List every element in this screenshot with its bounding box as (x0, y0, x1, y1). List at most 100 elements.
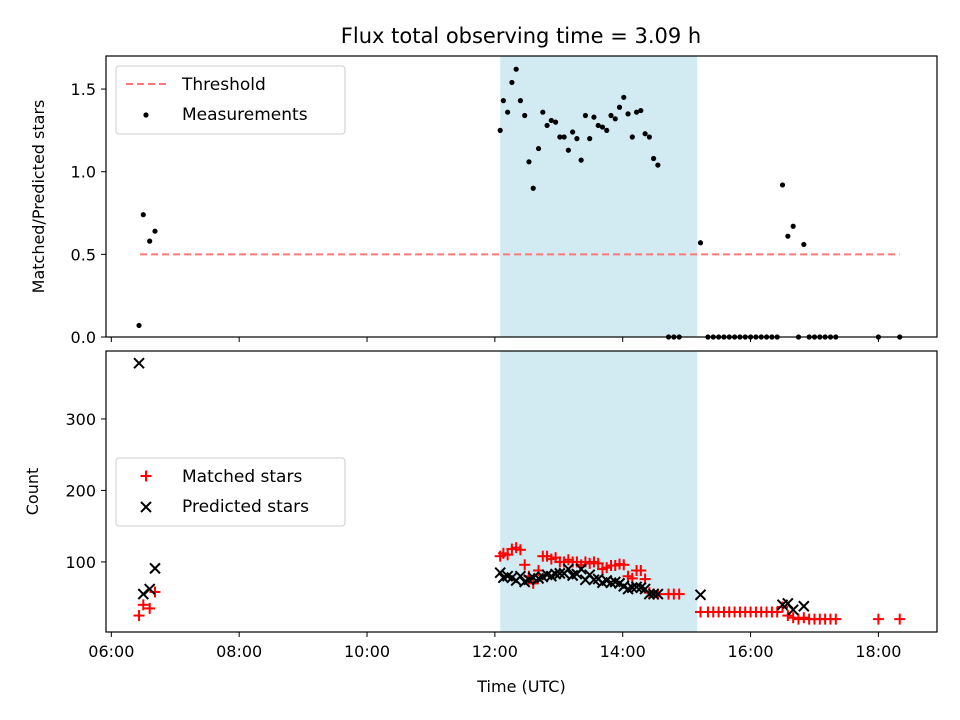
predicted-star-mark (782, 597, 794, 610)
predicted-star-mark (798, 600, 810, 612)
matched-star-point (782, 610, 794, 622)
top-ticks: 0.0 0.5 1.0 1.5 (71, 80, 879, 347)
measurement-point (152, 228, 158, 234)
predicted-star-mark (541, 569, 553, 581)
chart-title: Flux total observing time = 3.09 h (341, 24, 701, 48)
top-y-axis-label: Matched/Predicted stars (29, 100, 48, 294)
predicted-star-mark (787, 604, 799, 616)
predicted-star-point (630, 581, 643, 593)
legend-predicted-label: Predicted stars (182, 497, 309, 517)
bottom-legend: Matched stars Predicted stars (115, 457, 346, 527)
predicted-star-point (647, 588, 660, 600)
bottom-axes-frame (105, 350, 938, 633)
matched-star-point (592, 557, 604, 569)
predicted-star-point (562, 563, 575, 575)
matched-star-point (771, 606, 783, 618)
predicted-star-mark (609, 576, 621, 588)
x-tick-label: 14:00 (600, 642, 646, 661)
predicted-star-point (588, 574, 600, 586)
measurement-point (574, 136, 580, 142)
measurement-point (522, 112, 528, 119)
matched-star-point (502, 549, 514, 561)
matched-star-point (798, 612, 810, 624)
matched-star-point (673, 588, 685, 600)
measurement-point (578, 157, 584, 163)
predicted-star-mark (527, 571, 539, 584)
predicted-star-mark (562, 563, 575, 575)
bottom-y-axis-label: Count (23, 468, 42, 516)
matched-star-point (872, 613, 884, 625)
top-legend: Threshold Measurements (115, 65, 346, 135)
measurement-point (625, 111, 631, 117)
predicted-star-mark (643, 588, 656, 600)
measurement-point (517, 98, 524, 104)
predicted-star-point (554, 567, 566, 580)
measurement-point (513, 66, 519, 72)
predicted-star-mark (630, 581, 643, 593)
measurement-point (561, 134, 567, 140)
bottom-y-tick-label: 300 (65, 410, 96, 429)
measurement-point (629, 134, 635, 140)
predicted-star-point (575, 563, 587, 575)
measurement-point (535, 145, 542, 152)
predicted-star-point (143, 583, 156, 595)
legend-measurements-label: Measurements (182, 105, 308, 125)
matched-star-point (144, 602, 156, 614)
bottom-panel: 100 200 300 06:00 08:00 10:00 12:00 14:00 16:00 1… (23, 350, 938, 696)
matched-star-point (894, 613, 906, 625)
predicted-star-mark (494, 566, 506, 579)
x-tick-label: 10:00 (344, 642, 390, 661)
measurement-point (616, 104, 623, 110)
measurement-point (136, 322, 142, 329)
predicted-star-point (514, 570, 527, 582)
measurement-point (587, 136, 593, 142)
x-tick-label: 16:00 (728, 642, 774, 661)
predicted-star-mark (133, 357, 145, 369)
x-tick-label: 08:00 (216, 642, 262, 661)
measurement-point (147, 238, 153, 244)
measurement-point (801, 241, 807, 248)
measurement-point (530, 185, 536, 191)
measurement-point (526, 159, 532, 165)
measurement-point (582, 112, 589, 119)
measurement-point (642, 131, 648, 137)
legend-matched-swatch (140, 470, 152, 482)
measurement-point (599, 124, 606, 130)
legend-measurements-swatch (143, 112, 149, 118)
x-axis-label: Time (UTC) (476, 677, 565, 696)
top-observing-window-shade (500, 56, 698, 337)
predicted-star-mark (588, 574, 600, 586)
predicted-star-point (798, 600, 810, 612)
measurement-point (570, 129, 576, 135)
legend-threshold-label: Threshold (181, 75, 266, 95)
predicted-star-mark (549, 568, 562, 580)
predicted-star-mark (652, 588, 664, 600)
bottom-y-tick-label: 200 (65, 481, 96, 500)
top-y-tick-label: 1.5 (71, 80, 96, 99)
predicted-star-mark (647, 588, 660, 600)
predicted-star-point (643, 588, 656, 600)
predicted-star-mark (575, 563, 587, 575)
measurement-point (509, 79, 515, 86)
measurement-point (544, 122, 550, 129)
predicted-star-point (694, 589, 707, 601)
matched-star-point (777, 601, 789, 613)
predicted-star-mark (143, 583, 156, 595)
matched-star-point (618, 559, 630, 571)
top-legend-box (115, 65, 346, 135)
predicted-star-mark (514, 570, 527, 582)
matched-star-point (787, 612, 799, 624)
matched-star-point (793, 613, 804, 625)
measurement-point (785, 233, 791, 239)
measurement-point (779, 182, 786, 188)
matched-star-point (133, 610, 145, 622)
bottom-y-tick-label: 100 (65, 553, 96, 572)
measurement-point (646, 134, 652, 140)
predicted-star-point (626, 581, 639, 594)
predicted-star-mark (149, 562, 161, 575)
predicted-star-point (133, 357, 145, 369)
matched-star-point (137, 599, 149, 611)
predicted-star-mark (626, 581, 639, 594)
matched-star-point (830, 613, 842, 625)
